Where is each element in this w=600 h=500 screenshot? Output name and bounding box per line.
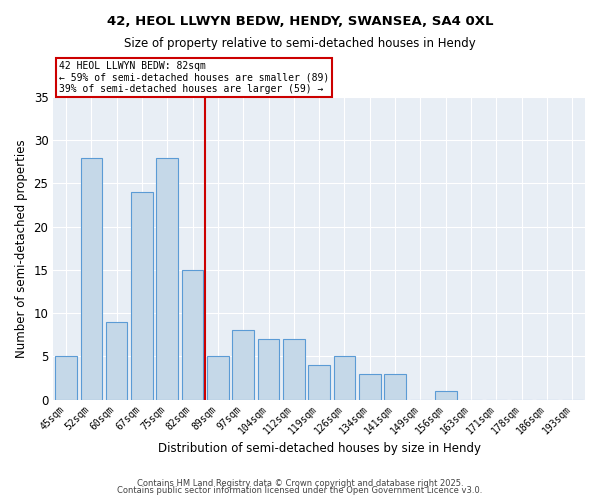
Bar xyxy=(308,365,330,400)
Bar xyxy=(283,339,305,400)
Bar xyxy=(157,158,178,400)
X-axis label: Distribution of semi-detached houses by size in Hendy: Distribution of semi-detached houses by … xyxy=(158,442,481,455)
Text: Contains public sector information licensed under the Open Government Licence v3: Contains public sector information licen… xyxy=(118,486,482,495)
Bar xyxy=(232,330,254,400)
Text: Contains HM Land Registry data © Crown copyright and database right 2025.: Contains HM Land Registry data © Crown c… xyxy=(137,478,463,488)
Text: 42 HEOL LLWYN BEDW: 82sqm
← 59% of semi-detached houses are smaller (89)
39% of : 42 HEOL LLWYN BEDW: 82sqm ← 59% of semi-… xyxy=(59,61,329,94)
Bar xyxy=(207,356,229,400)
Bar xyxy=(435,391,457,400)
Bar xyxy=(182,270,203,400)
Bar xyxy=(258,339,279,400)
Bar xyxy=(131,192,152,400)
Bar xyxy=(80,158,102,400)
Bar xyxy=(359,374,380,400)
Text: 42, HEOL LLWYN BEDW, HENDY, SWANSEA, SA4 0XL: 42, HEOL LLWYN BEDW, HENDY, SWANSEA, SA4… xyxy=(107,15,493,28)
Bar xyxy=(106,322,127,400)
Bar xyxy=(55,356,77,400)
Text: Size of property relative to semi-detached houses in Hendy: Size of property relative to semi-detach… xyxy=(124,38,476,51)
Bar xyxy=(385,374,406,400)
Y-axis label: Number of semi-detached properties: Number of semi-detached properties xyxy=(15,139,28,358)
Bar xyxy=(334,356,355,400)
